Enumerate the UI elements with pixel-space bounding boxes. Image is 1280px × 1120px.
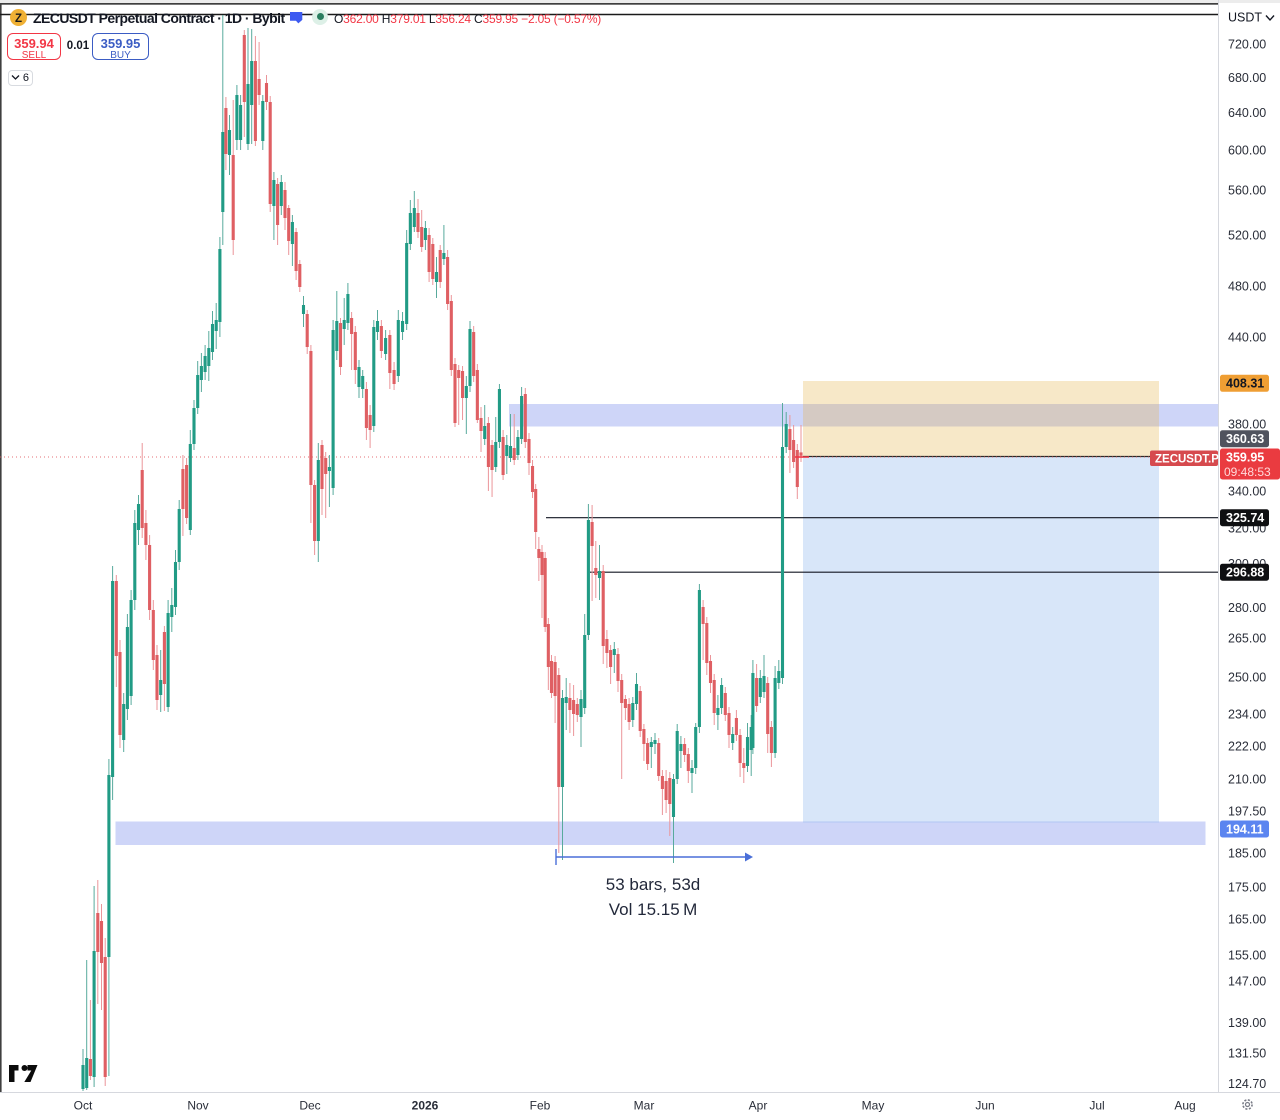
svg-text:147.00: 147.00 — [1228, 974, 1266, 988]
svg-text:296.88: 296.88 — [1226, 566, 1264, 580]
svg-text:560.00: 560.00 — [1228, 183, 1266, 197]
svg-text:280.00: 280.00 — [1228, 601, 1266, 615]
svg-text:Jul: Jul — [1089, 1099, 1104, 1113]
svg-text:325.74: 325.74 — [1226, 511, 1264, 525]
svg-text:Mar: Mar — [634, 1099, 655, 1113]
svg-text:222.00: 222.00 — [1228, 739, 1266, 753]
svg-text:175.00: 175.00 — [1228, 880, 1266, 894]
svg-text:197.50: 197.50 — [1228, 804, 1266, 818]
svg-text:250.00: 250.00 — [1228, 670, 1266, 684]
svg-text:Aug: Aug — [1174, 1099, 1195, 1113]
svg-text:360.63: 360.63 — [1226, 432, 1264, 446]
svg-text:Jun: Jun — [975, 1099, 994, 1113]
svg-text:165.00: 165.00 — [1228, 912, 1266, 926]
svg-text:ZECUSDT.P: ZECUSDT.P — [1155, 453, 1219, 465]
svg-text:09:48:53: 09:48:53 — [1224, 465, 1271, 479]
svg-text:139.00: 139.00 — [1228, 1016, 1266, 1030]
svg-text:194.11: 194.11 — [1226, 822, 1264, 836]
svg-text:480.00: 480.00 — [1228, 279, 1266, 293]
svg-text:380.00: 380.00 — [1228, 417, 1266, 431]
svg-text:234.00: 234.00 — [1228, 707, 1266, 721]
svg-text:520.00: 520.00 — [1228, 228, 1266, 242]
svg-text:340.00: 340.00 — [1228, 484, 1266, 498]
svg-text:Dec: Dec — [299, 1099, 320, 1113]
svg-text:155.00: 155.00 — [1228, 948, 1266, 962]
svg-text:131.50: 131.50 — [1228, 1046, 1266, 1060]
svg-text:Apr: Apr — [749, 1099, 768, 1113]
svg-text:May: May — [862, 1099, 885, 1113]
svg-text:640.00: 640.00 — [1228, 106, 1266, 120]
svg-text:440.00: 440.00 — [1228, 330, 1266, 344]
svg-text:Feb: Feb — [530, 1099, 551, 1113]
svg-text:Vol 15.15 M: Vol 15.15 M — [609, 900, 697, 919]
svg-text:408.31: 408.31 — [1226, 377, 1264, 391]
svg-text:Oct: Oct — [74, 1099, 93, 1113]
svg-text:Z: Z — [15, 13, 22, 25]
svg-text:359.95: 359.95 — [1226, 451, 1264, 465]
svg-text:USDT: USDT — [1228, 11, 1262, 25]
svg-text:680.00: 680.00 — [1228, 71, 1266, 85]
svg-text:2026: 2026 — [412, 1099, 439, 1113]
svg-text:Nov: Nov — [187, 1099, 208, 1113]
svg-text:53 bars, 53d: 53 bars, 53d — [606, 875, 701, 894]
svg-text:265.00: 265.00 — [1228, 631, 1266, 645]
svg-text:210.00: 210.00 — [1228, 772, 1266, 786]
svg-text:185.00: 185.00 — [1228, 846, 1266, 860]
svg-text:600.00: 600.00 — [1228, 143, 1266, 157]
svg-text:720.00: 720.00 — [1228, 38, 1266, 52]
svg-text:124.70: 124.70 — [1228, 1077, 1266, 1091]
